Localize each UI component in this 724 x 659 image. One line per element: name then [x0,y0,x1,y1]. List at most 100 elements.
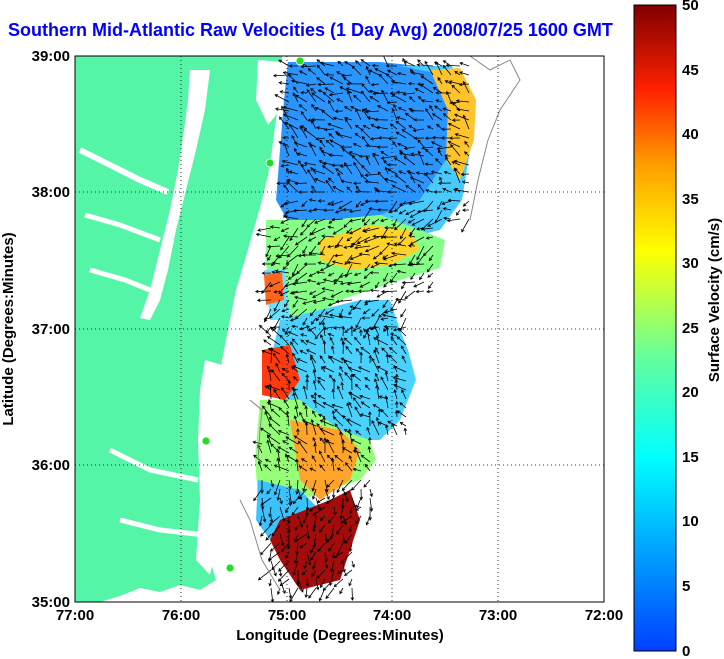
velocity-arrow [399,422,407,427]
velocity-arrow [318,159,326,166]
velocity-arrow [282,234,299,238]
velocity-arrow [462,200,470,207]
velocity-arrow [328,133,335,139]
velocity-arrow [424,162,434,166]
velocity-arrow [311,119,317,130]
velocity-arrow [334,253,344,258]
velocity-arrow [266,244,281,249]
velocity-arrow [297,578,304,593]
colorbar-tick-label: 0 [682,643,690,659]
velocity-arrow [279,290,290,296]
y-tick-label: 35:00 [32,594,70,611]
velocity-arrow [254,289,272,294]
velocity-arrow [417,183,425,193]
velocity-arrow [331,163,344,168]
velocity-arrow [373,325,380,337]
velocity-arrow [428,254,434,262]
velocity-arrow [348,454,353,463]
velocity-arrow [409,236,425,245]
colorbar-tick-label: 20 [682,384,699,401]
velocity-patch-low [276,62,448,225]
velocity-arrow [364,384,371,391]
velocity-arrow [252,440,263,445]
velocity-arrow [328,356,344,364]
velocity-arrow [395,131,407,139]
velocity-arrow [375,416,380,427]
velocity-arrow [325,179,335,193]
velocity-arrow [283,299,290,308]
velocity-arrow [319,515,326,522]
velocity-arrow [338,200,353,210]
velocity-arrow [280,163,290,168]
velocity-arrow [344,254,353,266]
velocity-arrow [278,59,290,67]
velocity-arrow [300,333,308,337]
velocity-arrow [364,463,371,472]
velocity-arrow [345,289,353,293]
velocity-arrow [282,200,299,206]
velocity-arrow [452,188,470,193]
velocity-arrow [343,359,353,373]
velocity-arrow [416,63,434,67]
velocity-arrow [324,73,335,77]
velocity-arrow [267,254,272,261]
velocity-arrow [300,110,308,121]
velocity-arrow [295,479,299,495]
velocity-arrow [358,154,371,159]
velocity-arrow [273,299,281,312]
velocity-arrow [394,379,398,391]
velocity-arrow [341,73,353,78]
velocity-arrow [394,409,399,418]
velocity-arrow [317,236,326,246]
velocity-arrow [415,289,425,294]
velocity-arrow [369,96,380,103]
velocity-arrow [301,200,308,208]
velocity-arrow [364,110,380,114]
velocity-arrow [295,458,299,472]
velocity-arrow [318,587,326,602]
velocity-arrow [385,326,390,337]
velocity-arrow [361,316,371,320]
velocity-arrow [260,524,272,537]
velocity-arrow [453,159,470,166]
velocity-arrow [353,272,362,277]
velocity-arrow [455,99,470,103]
water-river [89,267,156,295]
velocity-arrow [291,338,299,346]
velocity-arrow [311,479,317,492]
velocity-arrow [302,317,308,326]
velocity-arrow [393,389,398,400]
velocity-arrow [298,465,308,472]
velocity-arrow [376,145,389,149]
water-river [84,212,161,243]
velocity-arrow [424,148,434,157]
velocity-arrow [287,379,292,391]
velocity-arrow [299,326,308,331]
colorbar: 50 45 40 35 30 25 20 15 10 5 0 Surface V… [633,0,723,659]
velocity-arrow [402,57,407,67]
velocity-arrow [395,373,399,382]
colorbar-ticks: 50 45 40 35 30 25 20 15 10 5 0 [682,0,699,659]
velocity-arrow [403,427,408,436]
velocity-arrow [294,551,299,565]
velocity-arrow [306,218,317,228]
velocity-arrow [381,313,398,319]
radar-station-marker [265,158,275,168]
velocity-arrow [384,370,389,382]
velocity-arrow [331,488,336,499]
velocity-arrow [393,242,407,247]
velocity-arrow [303,560,308,570]
velocity-arrow [345,345,353,355]
velocity-arrow [296,428,300,436]
velocity-arrow [276,488,281,501]
velocity-patch-peak [264,272,284,305]
velocity-arrow [278,569,283,577]
velocity-arrow [271,270,281,275]
velocity-patch-high [320,225,420,270]
velocity-arrow [415,171,425,175]
velocity-arrow [364,299,380,304]
velocity-arrow [446,218,461,223]
velocity-arrow [389,123,398,130]
velocity-arrow [385,353,390,364]
velocity-arrow [292,352,299,364]
